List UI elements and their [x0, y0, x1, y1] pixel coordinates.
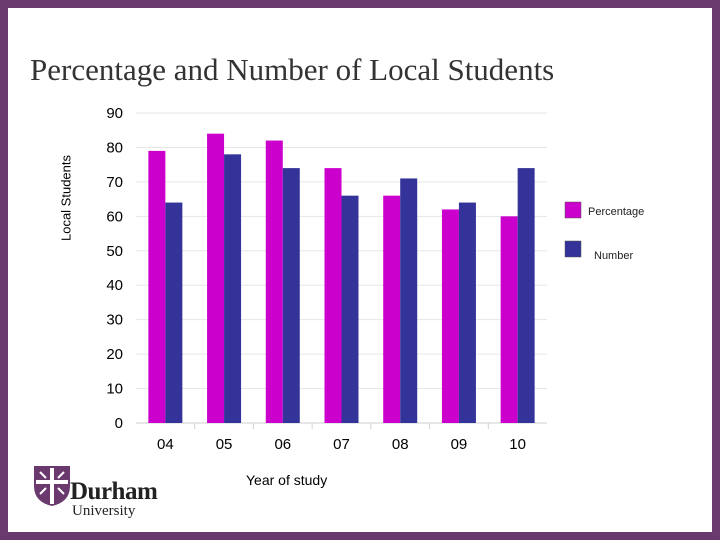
y-tick-label: 60: [106, 208, 123, 225]
y-tick-label: 40: [106, 277, 123, 294]
bar-percentage-08: [383, 195, 401, 423]
y-tick-label: 20: [106, 346, 123, 363]
x-tick-label: 09: [451, 436, 468, 453]
bar-number-04: [165, 202, 183, 423]
legend-label-percentage: Percentage: [588, 206, 644, 218]
legend-swatch-percentage: [564, 201, 582, 219]
university-logo: Durham University: [26, 458, 176, 522]
y-tick-label: 70: [106, 174, 123, 191]
y-tick-label: 10: [106, 381, 123, 398]
bar-number-07: [341, 195, 359, 423]
x-tick-label: 07: [333, 436, 350, 453]
y-tick-label: 90: [106, 105, 123, 122]
legend-swatch-number: [564, 240, 582, 258]
page-title: Percentage and Number of Local Students: [30, 52, 555, 87]
x-tick-label: 06: [274, 436, 291, 453]
x-tick-label: 05: [216, 436, 233, 453]
logo-wordmark: Durham: [70, 478, 158, 505]
bar-number-08: [400, 178, 418, 423]
bar-percentage-09: [441, 209, 459, 423]
bar-percentage-06: [265, 140, 283, 424]
bar-number-10: [517, 168, 535, 423]
x-tick-label: 04: [157, 436, 174, 453]
y-tick-label: 0: [115, 415, 123, 432]
bar-percentage-05: [207, 133, 225, 423]
x-axis-title: Year of study: [246, 472, 328, 488]
bar-percentage-10: [500, 216, 518, 423]
x-tick-label: 08: [392, 436, 409, 453]
crest-icon: [34, 466, 70, 506]
y-tick-label: 80: [106, 139, 123, 156]
bar-number-09: [458, 202, 476, 423]
bar-number-06: [282, 168, 300, 423]
bar-percentage-04: [148, 150, 166, 423]
logo-subtitle: University: [72, 503, 136, 519]
legend-label-number: Number: [594, 250, 633, 262]
y-tick-label: 30: [106, 312, 123, 329]
bar-percentage-07: [324, 168, 342, 423]
y-tick-label: 50: [106, 243, 123, 260]
x-tick-label: 10: [509, 436, 526, 453]
bar-number-05: [224, 154, 242, 424]
